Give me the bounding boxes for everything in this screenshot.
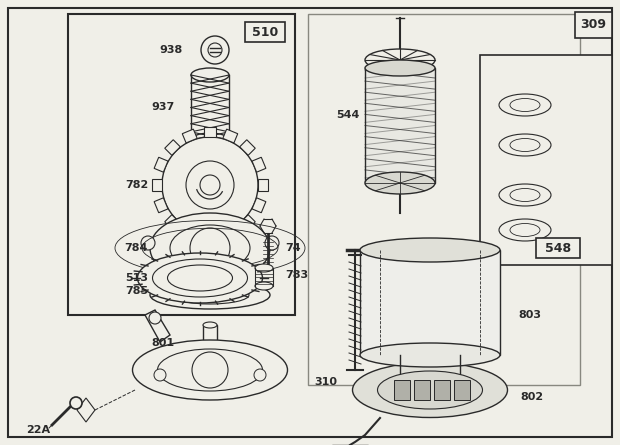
Ellipse shape bbox=[510, 98, 540, 112]
Ellipse shape bbox=[153, 259, 247, 297]
Ellipse shape bbox=[254, 369, 266, 381]
Polygon shape bbox=[145, 310, 170, 342]
Bar bbox=[365, 68, 435, 183]
Text: eReplacementParts.com: eReplacementParts.com bbox=[234, 215, 386, 228]
Polygon shape bbox=[240, 214, 255, 230]
Ellipse shape bbox=[192, 352, 228, 388]
Text: 309: 309 bbox=[580, 19, 606, 32]
Bar bbox=[434, 380, 450, 400]
Polygon shape bbox=[165, 140, 180, 155]
Text: 801: 801 bbox=[152, 338, 175, 348]
Bar bbox=[203, 325, 217, 352]
Ellipse shape bbox=[190, 228, 230, 268]
Ellipse shape bbox=[365, 49, 435, 71]
Ellipse shape bbox=[360, 238, 500, 262]
Text: 22A: 22A bbox=[26, 425, 50, 435]
Ellipse shape bbox=[138, 253, 262, 303]
Ellipse shape bbox=[186, 161, 234, 209]
Ellipse shape bbox=[150, 281, 270, 309]
Ellipse shape bbox=[255, 264, 273, 272]
Ellipse shape bbox=[150, 213, 270, 283]
Polygon shape bbox=[154, 157, 168, 172]
Text: 513: 513 bbox=[125, 273, 148, 283]
Text: 784: 784 bbox=[125, 243, 148, 253]
Polygon shape bbox=[252, 198, 266, 213]
Ellipse shape bbox=[365, 172, 435, 194]
Polygon shape bbox=[182, 129, 197, 143]
Ellipse shape bbox=[510, 189, 540, 202]
Ellipse shape bbox=[510, 223, 540, 236]
Bar bbox=[480, 55, 612, 265]
Ellipse shape bbox=[167, 265, 232, 291]
Text: 785: 785 bbox=[125, 286, 148, 296]
Ellipse shape bbox=[265, 236, 279, 250]
Text: 803: 803 bbox=[518, 310, 541, 320]
Text: 74: 74 bbox=[285, 243, 301, 253]
Bar bbox=[245, 22, 285, 42]
Polygon shape bbox=[240, 140, 255, 155]
Ellipse shape bbox=[365, 60, 435, 76]
Text: 937: 937 bbox=[152, 102, 175, 112]
Bar bbox=[454, 380, 470, 400]
Ellipse shape bbox=[171, 286, 249, 304]
Polygon shape bbox=[223, 129, 237, 143]
Text: 510: 510 bbox=[252, 25, 278, 39]
Text: 802: 802 bbox=[520, 392, 543, 402]
Ellipse shape bbox=[141, 236, 155, 250]
Ellipse shape bbox=[162, 137, 258, 233]
Ellipse shape bbox=[154, 369, 166, 381]
Polygon shape bbox=[165, 214, 180, 230]
Polygon shape bbox=[223, 227, 237, 241]
Bar bbox=[575, 12, 612, 38]
Ellipse shape bbox=[255, 282, 273, 290]
Polygon shape bbox=[204, 127, 216, 137]
Polygon shape bbox=[152, 179, 162, 191]
Ellipse shape bbox=[378, 371, 482, 409]
Bar bbox=[394, 380, 410, 400]
Ellipse shape bbox=[510, 138, 540, 151]
Ellipse shape bbox=[170, 225, 250, 271]
Text: 310: 310 bbox=[314, 377, 337, 387]
Bar bbox=[68, 14, 295, 315]
Polygon shape bbox=[182, 227, 197, 241]
Bar bbox=[360, 250, 500, 355]
Text: 938: 938 bbox=[160, 45, 183, 55]
Polygon shape bbox=[77, 398, 95, 422]
Ellipse shape bbox=[499, 219, 551, 241]
Text: 782: 782 bbox=[125, 180, 148, 190]
Bar bbox=[414, 380, 430, 400]
Ellipse shape bbox=[353, 363, 508, 417]
Ellipse shape bbox=[203, 322, 217, 328]
Ellipse shape bbox=[499, 134, 551, 156]
Bar bbox=[536, 238, 580, 258]
Text: 548: 548 bbox=[545, 242, 571, 255]
Polygon shape bbox=[258, 179, 268, 191]
Text: 544: 544 bbox=[337, 110, 360, 120]
Polygon shape bbox=[204, 233, 216, 243]
Polygon shape bbox=[252, 157, 266, 172]
Ellipse shape bbox=[360, 343, 500, 367]
Ellipse shape bbox=[133, 340, 288, 400]
Ellipse shape bbox=[157, 349, 262, 391]
Ellipse shape bbox=[400, 374, 460, 392]
Ellipse shape bbox=[70, 397, 82, 409]
Bar bbox=[308, 14, 580, 385]
Polygon shape bbox=[154, 198, 168, 213]
Ellipse shape bbox=[149, 312, 161, 324]
Ellipse shape bbox=[499, 94, 551, 116]
Ellipse shape bbox=[499, 184, 551, 206]
Text: 783: 783 bbox=[285, 270, 308, 280]
